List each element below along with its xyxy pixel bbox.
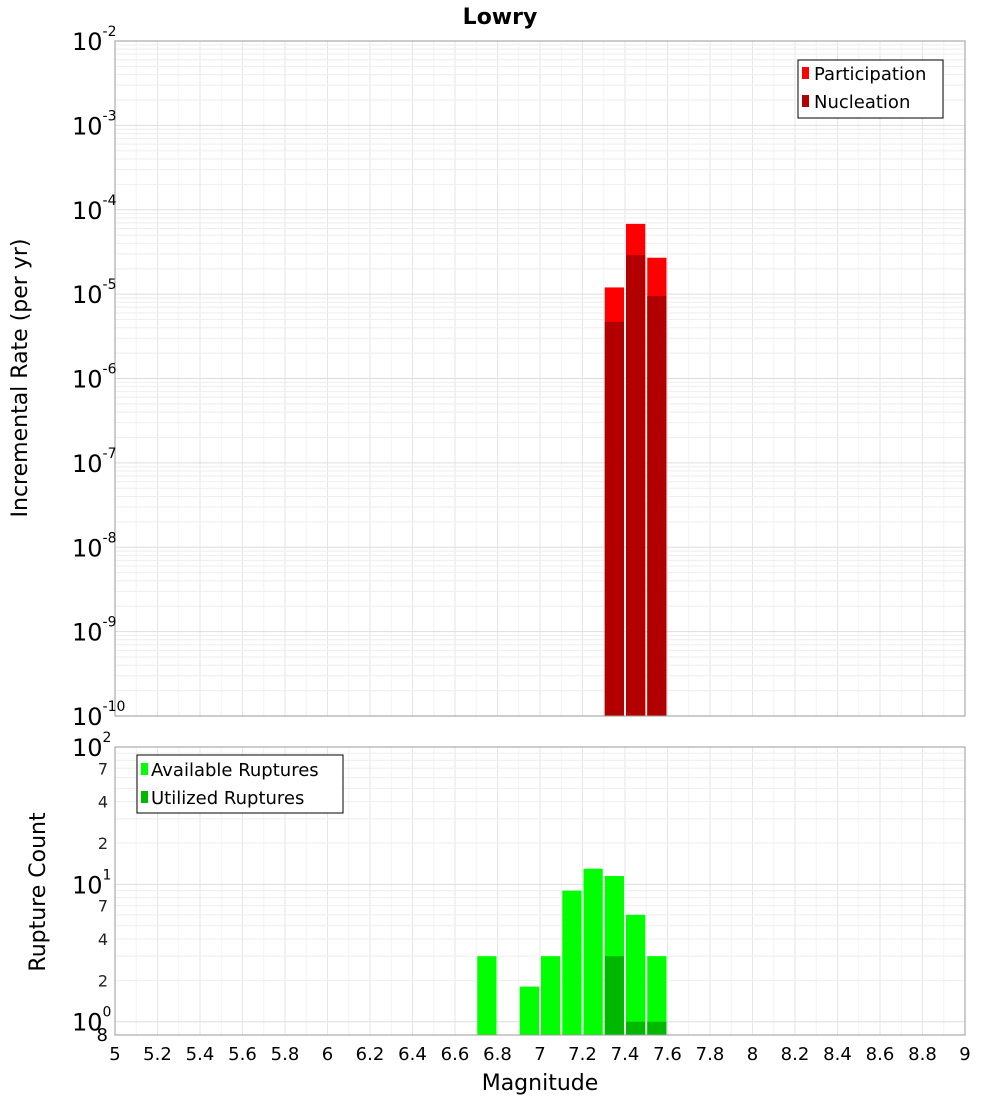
- legend-label-utilized-ruptures: Utilized Ruptures: [151, 788, 304, 809]
- bar-available-ruptures: [626, 914, 646, 1035]
- chart-title: Lowry: [463, 5, 538, 30]
- bar-available-ruptures: [519, 986, 539, 1035]
- x-tick-label: 7.4: [611, 1044, 640, 1065]
- bottom-y-axis-ticks: 102 101 100 7 4 2 7 4 2 8: [72, 730, 111, 1046]
- y-minor-tick-label: 8: [97, 1025, 108, 1046]
- y-tick-label: 10-3: [72, 108, 117, 140]
- bar-available-ruptures: [583, 868, 603, 1035]
- y-tick-label: 101: [72, 867, 111, 899]
- top-plot-grid: [114, 41, 966, 717]
- legend-swatch-participation: [802, 67, 809, 79]
- bar-utilized-ruptures: [647, 1021, 667, 1035]
- x-axis-ticks: 5 5.2 5.4 5.6 5.8 6 6.2 6.4 6.6 6.8 7 7.2 7.4 7.6 7.8 8…: [109, 1044, 970, 1065]
- legend-label-participation: Participation: [814, 64, 926, 85]
- y-tick-label: 10-7: [72, 446, 117, 478]
- bar-available-ruptures: [647, 956, 667, 1035]
- y-tick-label: 102: [72, 730, 111, 762]
- x-tick-label: 6: [322, 1044, 333, 1065]
- legend-swatch-utilized-ruptures: [141, 791, 148, 803]
- bar-nucleation: [626, 255, 646, 716]
- bottom-plot: 102 101 100 7 4 2 7 4 2 8 5 5.2 5.4 5.6 5.8 6 6.2 6.4 6.6…: [26, 730, 971, 1096]
- bar-nucleation: [647, 296, 667, 716]
- bar-available-ruptures: [562, 890, 582, 1035]
- x-tick-label: 8.8: [908, 1044, 937, 1065]
- bottom-plot-bars: [477, 868, 667, 1035]
- bar-utilized-ruptures: [604, 956, 624, 1035]
- x-tick-label: 6.4: [398, 1044, 427, 1065]
- x-tick-label: 5.6: [228, 1044, 257, 1065]
- bottom-y-axis-label: Rupture Count: [26, 812, 51, 972]
- bottom-legend-box: [136, 754, 344, 814]
- y-minor-tick-label: 4: [98, 930, 108, 949]
- y-tick-label: 10-4: [72, 193, 117, 225]
- bar-nucleation: [604, 321, 624, 716]
- x-tick-label: 9: [959, 1044, 970, 1065]
- x-tick-label: 5.4: [186, 1044, 215, 1065]
- x-tick-label: 5.2: [143, 1044, 172, 1065]
- legend-label-nucleation: Nucleation: [814, 92, 910, 113]
- y-minor-tick-label: 4: [98, 793, 108, 812]
- x-tick-label: 7.6: [653, 1044, 682, 1065]
- y-tick-label: 10-8: [72, 530, 117, 562]
- x-tick-label: 5: [109, 1044, 120, 1065]
- legend-swatch-nucleation: [802, 95, 809, 107]
- x-tick-label: 6.2: [356, 1044, 385, 1065]
- top-plot-bars: [604, 223, 667, 716]
- bar-available-ruptures: [541, 956, 561, 1035]
- y-minor-tick-label: 7: [98, 759, 108, 778]
- bar-available-ruptures: [477, 956, 497, 1035]
- x-tick-label: 7.2: [568, 1044, 597, 1065]
- x-tick-label: 6.6: [441, 1044, 470, 1065]
- x-tick-label: 8.6: [866, 1044, 895, 1065]
- bottom-legend: Available Ruptures Utilized Ruptures: [136, 754, 344, 814]
- x-tick-label: 7.8: [696, 1044, 725, 1065]
- y-tick-label: 10-5: [72, 277, 117, 309]
- x-tick-label: 8.2: [781, 1044, 810, 1065]
- y-tick-label: 10-10: [72, 699, 125, 731]
- x-tick-label: 5.8: [271, 1044, 300, 1065]
- x-tick-label: 8: [747, 1044, 758, 1065]
- top-y-axis-ticks: 10-2 10-3 10-4 10-5 10-6 10-7 10-8 10-9 10-10: [72, 24, 125, 731]
- x-axis-label: Magnitude: [482, 1071, 599, 1096]
- y-minor-tick-label: 7: [98, 897, 108, 916]
- x-tick-label: 7: [534, 1044, 545, 1065]
- top-plot: 10-2 10-3 10-4 10-5 10-6 10-7 10-8 10-9 10-10 In…: [8, 24, 966, 731]
- top-legend-box: [797, 59, 944, 119]
- x-tick-label: 6.8: [483, 1044, 512, 1065]
- y-tick-label: 10-9: [72, 615, 117, 647]
- y-tick-label: 10-2: [72, 24, 117, 56]
- bottom-plot-frame: [114, 746, 966, 1036]
- x-tick-label: 8.4: [823, 1044, 852, 1065]
- legend-swatch-available-ruptures: [141, 763, 148, 775]
- legend-label-available-ruptures: Available Ruptures: [151, 760, 319, 781]
- y-tick-label: 100: [72, 1005, 111, 1037]
- y-minor-tick-label: 2: [98, 834, 108, 853]
- y-minor-tick-label: 2: [98, 971, 108, 990]
- top-y-axis-label: Incremental Rate (per yr): [8, 239, 33, 518]
- top-plot-frame: [114, 40, 966, 717]
- bar-utilized-ruptures: [626, 1021, 646, 1035]
- y-tick-label: 10-6: [72, 362, 117, 394]
- top-legend: Participation Nucleation: [797, 59, 944, 119]
